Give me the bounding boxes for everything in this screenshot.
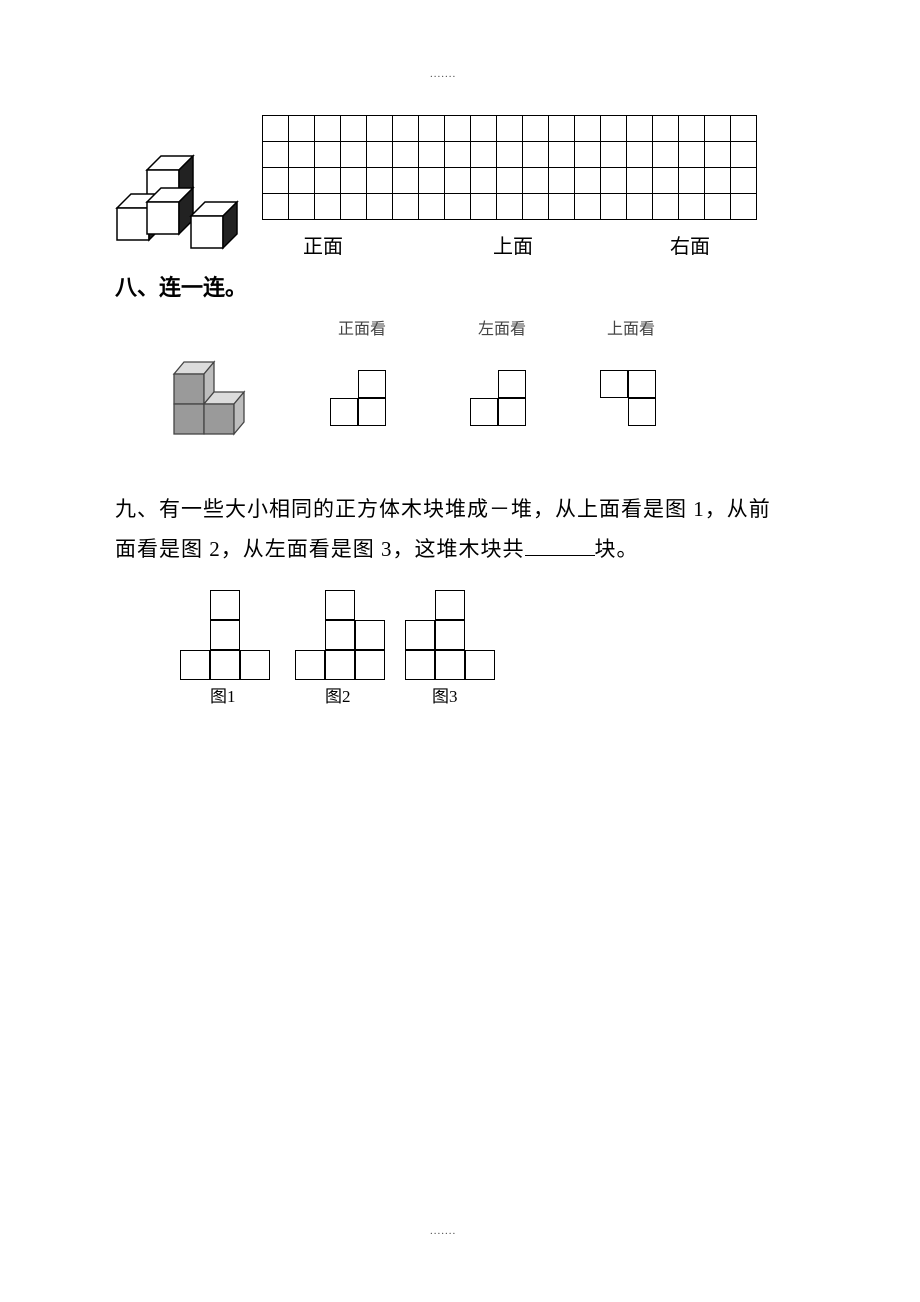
figure-1 xyxy=(180,590,280,690)
view-label-left: 左面看 xyxy=(478,315,526,339)
grid-label-top: 上面 xyxy=(493,230,533,259)
section8-shape-b xyxy=(470,370,530,430)
figure-3 xyxy=(405,590,505,690)
top-cube-figure xyxy=(105,150,265,265)
section8-cube-figure xyxy=(160,358,270,453)
figure-1-label: 图1 xyxy=(210,682,236,707)
section-8-heading: 八、连一连。 xyxy=(115,270,247,302)
section8-shape-a xyxy=(330,370,390,430)
header-dots: ....... xyxy=(430,68,456,80)
section9-line2-before: 面看是图 2，从左面看是图 3，这堆木块共 xyxy=(115,537,525,561)
section9-line2-after: 块。 xyxy=(595,537,639,561)
drawing-grid xyxy=(262,115,757,220)
grid-label-right: 右面 xyxy=(670,230,710,259)
view-label-front: 正面看 xyxy=(338,315,386,339)
section8-shape-c xyxy=(600,370,660,430)
figure-2 xyxy=(295,590,395,690)
view-label-top: 上面看 xyxy=(607,315,655,339)
figure-3-label: 图3 xyxy=(432,682,458,707)
section9-line1: 九、有一些大小相同的正方体木块堆成－堆，从上面看是图 1，从前 xyxy=(115,497,771,521)
figure-2-label: 图2 xyxy=(325,682,351,707)
blank-fill[interactable] xyxy=(525,535,595,556)
grid-label-front: 正面 xyxy=(303,230,343,259)
footer-dots: ....... xyxy=(430,1225,456,1237)
section-9-text: 九、有一些大小相同的正方体木块堆成－堆，从上面看是图 1，从前 面看是图 2，从… xyxy=(115,490,775,570)
